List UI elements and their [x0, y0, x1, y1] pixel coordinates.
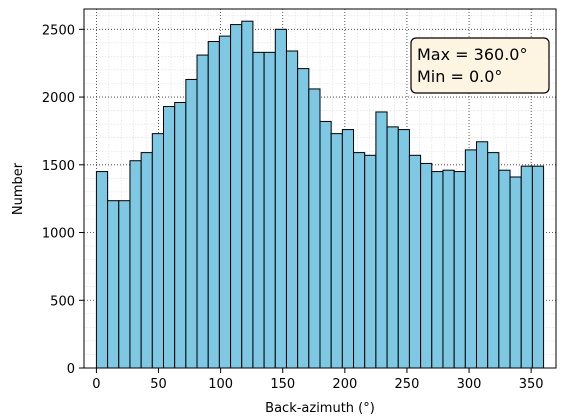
bars [95, 20, 545, 369]
histogram-bar [230, 24, 243, 369]
histogram-bar [118, 200, 131, 369]
histogram-bar [241, 20, 254, 369]
x-tick-label: 100 [208, 377, 233, 392]
histogram-bar [285, 50, 299, 369]
histogram-bar [263, 51, 276, 369]
histogram-bar [498, 169, 511, 369]
histogram-bar [151, 133, 164, 369]
histogram-bar [431, 171, 444, 369]
y-tick-label: 2000 [42, 91, 75, 106]
histogram-bar [408, 154, 422, 369]
histogram-bar [174, 101, 187, 369]
histogram-bar [386, 126, 399, 369]
stats-annotation-box [410, 37, 550, 94]
y-axis-ticks: 0 500 1000 1500 2000 2500 [42, 23, 84, 377]
stats-annotation: Max = 360.0° Min = 0.0° [410, 37, 550, 94]
histogram-bar [353, 152, 366, 369]
x-tick-label: 150 [270, 377, 295, 392]
x-tick-label: 300 [457, 377, 482, 392]
histogram-bar [420, 162, 433, 369]
histogram-bar [520, 165, 533, 369]
histogram-bar [95, 171, 109, 369]
plot-frame [83, 8, 557, 369]
histogram-bar [453, 171, 466, 369]
x-tick-label: 200 [332, 377, 357, 392]
histogram-bar [218, 35, 232, 369]
histogram-bar [252, 51, 265, 369]
x-tick-label: 50 [150, 377, 167, 392]
histogram-bar [129, 160, 142, 369]
histogram-bar [397, 129, 410, 369]
y-tick-label: 1500 [42, 159, 75, 174]
histogram-bar [196, 54, 209, 369]
histogram-bar [464, 149, 478, 369]
histogram-bar [330, 133, 343, 369]
y-tick-label: 500 [50, 294, 75, 309]
y-tick-label: 0 [67, 362, 75, 377]
histogram-bar [297, 68, 310, 369]
histogram-bar [509, 176, 522, 369]
histogram-bar [107, 200, 120, 369]
histogram-bar [185, 78, 198, 369]
histogram-bar [207, 41, 220, 369]
stats-min-text: Min = 0.0° [417, 67, 502, 86]
histogram-bar [375, 111, 388, 369]
y-tick-label: 1000 [42, 227, 75, 242]
histogram-bar [487, 152, 500, 369]
x-tick-label: 350 [519, 377, 544, 392]
histogram-bar [364, 154, 377, 369]
histogram-bar [341, 129, 355, 369]
x-tick-label: 250 [395, 377, 420, 392]
stats-max-text: Max = 360.0° [417, 45, 527, 64]
histogram-bar [531, 165, 545, 369]
histogram-bar [319, 120, 332, 369]
histogram-bar [308, 88, 321, 369]
y-tick-label: 2500 [42, 23, 75, 38]
y-axis-label: Number [11, 162, 26, 215]
histogram-bar [274, 28, 287, 369]
x-axis-ticks: 0 50 100 150 200 250 300 350 [92, 368, 544, 392]
histogram-bar [442, 169, 455, 369]
x-tick-label: 0 [92, 377, 100, 392]
x-axis-label: Back-azimuth (°) [265, 401, 375, 416]
histogram-bar [476, 141, 489, 369]
histogram-bar [140, 152, 153, 369]
histogram-bar [162, 106, 176, 369]
